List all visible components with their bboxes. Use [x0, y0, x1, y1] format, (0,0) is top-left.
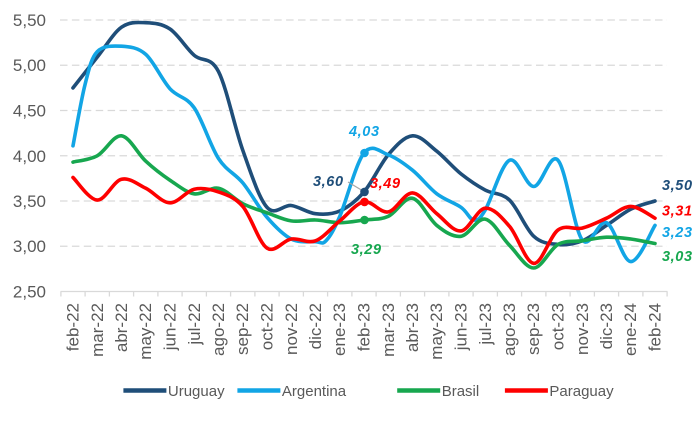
svg-text:may-22: may-22 [136, 303, 155, 360]
svg-text:sep-23: sep-23 [524, 303, 543, 355]
svg-text:4,00: 4,00 [13, 147, 46, 166]
svg-text:3,23: 3,23 [662, 225, 693, 241]
svg-text:jun-23: jun-23 [452, 303, 471, 351]
svg-text:jun-22: jun-22 [161, 303, 180, 351]
svg-text:2,50: 2,50 [13, 283, 46, 302]
svg-text:ago-22: ago-22 [209, 303, 228, 356]
svg-text:mar-22: mar-22 [88, 303, 107, 357]
svg-text:Brasil: Brasil [442, 383, 480, 400]
svg-text:Argentina: Argentina [282, 383, 347, 400]
svg-text:Paraguay: Paraguay [549, 383, 614, 400]
svg-text:nov-22: nov-22 [282, 303, 301, 355]
svg-text:3,50: 3,50 [662, 178, 693, 194]
svg-text:4,03: 4,03 [348, 124, 380, 140]
svg-text:may-23: may-23 [427, 303, 446, 360]
svg-text:ene-24: ene-24 [621, 303, 640, 356]
svg-text:feb-24: feb-24 [646, 303, 665, 351]
svg-text:mar-23: mar-23 [379, 303, 398, 357]
svg-text:jul-23: jul-23 [476, 303, 495, 346]
svg-text:ene-23: ene-23 [330, 303, 349, 356]
svg-text:dic-23: dic-23 [597, 303, 616, 349]
svg-text:dic-22: dic-22 [306, 303, 325, 349]
svg-text:abr-23: abr-23 [403, 303, 422, 352]
svg-text:jul-22: jul-22 [185, 303, 204, 346]
svg-text:3,00: 3,00 [13, 237, 46, 256]
svg-text:oct-23: oct-23 [549, 303, 568, 350]
svg-text:3,03: 3,03 [662, 249, 693, 265]
svg-text:3,50: 3,50 [13, 192, 46, 211]
svg-text:ago-23: ago-23 [500, 303, 519, 356]
svg-text:3,49: 3,49 [370, 176, 401, 192]
svg-text:5,00: 5,00 [13, 56, 46, 75]
svg-text:abr-22: abr-22 [112, 303, 131, 352]
svg-text:nov-23: nov-23 [573, 303, 592, 355]
svg-text:feb-23: feb-23 [355, 303, 374, 351]
svg-text:Uruguay: Uruguay [168, 383, 225, 400]
svg-text:3,60: 3,60 [313, 174, 344, 190]
svg-text:sep-22: sep-22 [233, 303, 252, 355]
svg-text:feb-22: feb-22 [64, 303, 83, 351]
svg-text:3,29: 3,29 [351, 242, 382, 258]
svg-text:oct-22: oct-22 [258, 303, 277, 350]
svg-text:5,50: 5,50 [13, 11, 46, 30]
svg-text:3,31: 3,31 [662, 204, 693, 220]
svg-text:4,50: 4,50 [13, 102, 46, 121]
